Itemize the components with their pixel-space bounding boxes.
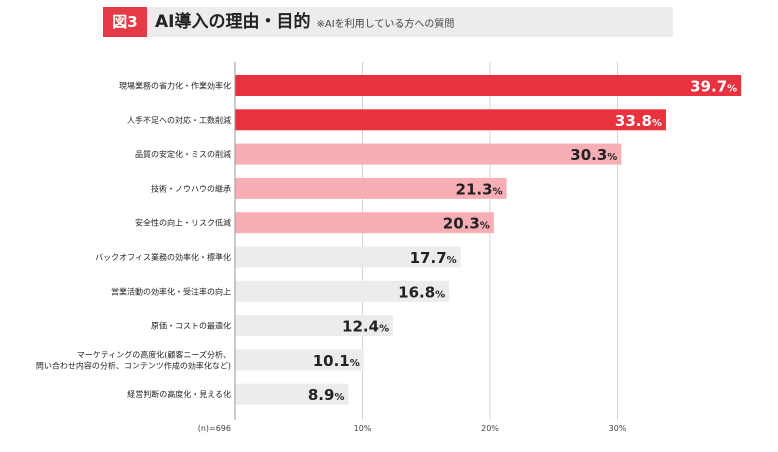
chart-title-text: AI導入の理由・目的 bbox=[155, 12, 311, 32]
value-label: 39.7% bbox=[690, 78, 737, 96]
category-label: 原価・コストの最適化 bbox=[151, 321, 231, 331]
value-label: 21.3% bbox=[456, 180, 503, 198]
bar bbox=[235, 75, 742, 96]
sample-size-label: (n)=696 bbox=[198, 424, 231, 433]
chart-title-bar: 図3 AI導入の理由・目的 ※AIを利用している方への質問 bbox=[103, 7, 673, 37]
value-label: 20.3% bbox=[443, 215, 490, 233]
category-label: 技術・ノウハウの継承 bbox=[151, 183, 231, 193]
category-label: バックオフィス業務の効率化・標準化 bbox=[95, 252, 231, 262]
value-label: 16.8% bbox=[398, 283, 445, 301]
value-label: 17.7% bbox=[410, 249, 457, 267]
bar bbox=[235, 246, 461, 268]
value-label: 30.3% bbox=[570, 146, 617, 164]
bar bbox=[235, 383, 349, 405]
chart-title: AI導入の理由・目的 ※AIを利用している方への質問 bbox=[155, 7, 454, 37]
bar bbox=[235, 280, 450, 302]
figure-number-badge: 図3 bbox=[103, 7, 147, 37]
category-label: 人手不足への対応・工数削減 bbox=[127, 115, 231, 125]
category-label: 現場業務の省力化・作業効率化 bbox=[119, 81, 231, 91]
value-label: 10.1% bbox=[313, 352, 360, 370]
bar bbox=[235, 143, 622, 165]
value-label: 8.9% bbox=[308, 386, 345, 404]
category-label: 経営判断の高度化・見える化 bbox=[127, 389, 231, 399]
value-label: 12.4% bbox=[342, 318, 389, 336]
category-label: 安全性の向上・リスク低減 bbox=[135, 218, 231, 228]
bar bbox=[235, 212, 494, 234]
chart-title-note: ※AIを利用している方への質問 bbox=[316, 19, 455, 30]
category-label: マーケティングの高度化(顧客ニーズ分析、 bbox=[77, 349, 231, 359]
bar bbox=[235, 315, 394, 337]
category-label: 品質の安定化・ミスの削減 bbox=[135, 149, 231, 159]
tick-label: 10% bbox=[354, 424, 372, 433]
bar bbox=[235, 109, 666, 131]
bar bbox=[235, 349, 364, 371]
tick-label: 30% bbox=[609, 424, 627, 433]
category-label: 問い合わせ内容の分析、コンテンツ作成の効率化など) bbox=[36, 360, 231, 370]
bar bbox=[235, 177, 507, 199]
tick-label: 20% bbox=[481, 424, 499, 433]
category-label: 営業活動の効率化・受注率の向上 bbox=[111, 286, 231, 296]
value-label: 33.8% bbox=[615, 112, 662, 130]
